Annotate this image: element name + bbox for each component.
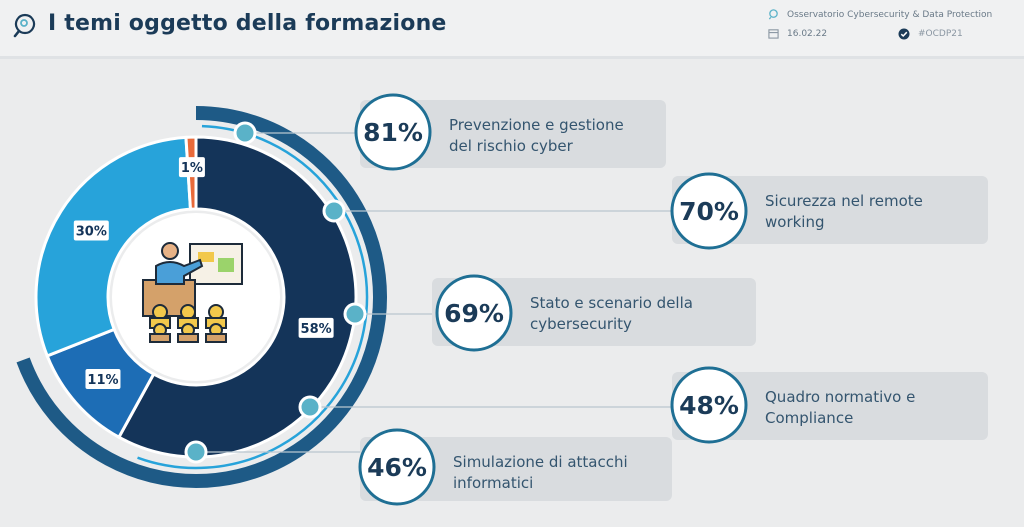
stat-label-line: Simulazione di attacchi: [453, 453, 628, 471]
slice-label-text: 30%: [76, 225, 107, 240]
stat-badge: [435, 274, 513, 352]
slice-label: 30%: [73, 220, 109, 241]
location-pin-icon: [768, 9, 778, 20]
stat-item: 48% Quadro normativo e Compliance: [298, 366, 988, 444]
slice-label-text: 58%: [301, 322, 332, 337]
stat-box: [672, 176, 988, 244]
check-badge-icon: [898, 28, 910, 40]
stat-badge: [670, 172, 748, 250]
event-hashtag: #OCDP21: [918, 29, 963, 39]
inner-ring-arc: [137, 124, 369, 470]
donut-slice: [34, 135, 193, 358]
stat-box: [432, 278, 756, 346]
chat-search-icon: [13, 13, 36, 38]
stat-label-line: del rischio cyber: [449, 137, 574, 155]
stat-item: 69% Stato e scenario della cybersecurity: [343, 274, 756, 352]
stat-box: [360, 100, 666, 168]
stat-label-line: Prevenzione e gestione: [449, 116, 624, 134]
page-title: I temi oggetto della formazione: [48, 11, 447, 36]
ring-dot: [322, 199, 346, 223]
stat-value: 81%: [363, 118, 423, 147]
stat-badge: [670, 366, 748, 444]
stat-label-line: Stato e scenario della: [530, 294, 693, 312]
organization-line: Osservatorio Cybersecurity & Data Protec…: [768, 9, 992, 20]
stat-value: 48%: [679, 391, 739, 420]
slice-label-bg: [298, 317, 334, 338]
stat-badge: [358, 428, 436, 506]
ring-dot: [233, 121, 257, 145]
stat-label-line: cybersecurity: [530, 315, 632, 333]
slice-label: 1%: [178, 157, 205, 178]
slice-label-text: 1%: [181, 161, 203, 176]
slice-label-text: 11%: [87, 373, 118, 388]
stat-label-line: Quadro normativo e: [765, 388, 915, 406]
outer-ring-arc: [16, 106, 387, 488]
organization-name: Osservatorio Cybersecurity & Data Protec…: [787, 9, 993, 20]
stat-value: 70%: [679, 197, 739, 226]
ring-dot: [184, 440, 208, 464]
stat-item: 46% Simulazione di attacchi informatici: [184, 428, 672, 506]
hashtag-line: #OCDP21: [898, 28, 963, 40]
stat-value: 46%: [367, 453, 427, 482]
stat-label-line: Sicurezza nel remote: [765, 192, 923, 210]
slice-label-bg: [178, 157, 205, 178]
stat-box: [672, 372, 988, 440]
slice-label: 58%: [298, 317, 334, 338]
ring-dot: [343, 302, 367, 326]
calendar-icon: [768, 29, 779, 39]
slice-label-bg: [73, 220, 109, 241]
stat-box: [360, 437, 672, 501]
stat-label-line: informatici: [453, 474, 533, 492]
stat-value: 69%: [444, 299, 504, 328]
slice-label-bg: [85, 369, 121, 390]
date-line: 16.02.22: [768, 28, 827, 39]
ring-dot: [298, 395, 322, 419]
event-date: 16.02.22: [787, 28, 828, 39]
header-bar: I temi oggetto della formazione Osservat…: [0, 0, 1024, 59]
stat-item: 81% Prevenzione e gestione del rischio cyb…: [233, 93, 666, 171]
stat-label-line: Compliance: [765, 409, 853, 427]
stat-badge: [354, 93, 432, 171]
slice-label: 11%: [85, 369, 121, 390]
stat-item: 70% Sicurezza nel remote working: [322, 172, 988, 250]
classroom-presentation-icon: [112, 213, 280, 381]
stat-label-line: working: [765, 213, 825, 231]
